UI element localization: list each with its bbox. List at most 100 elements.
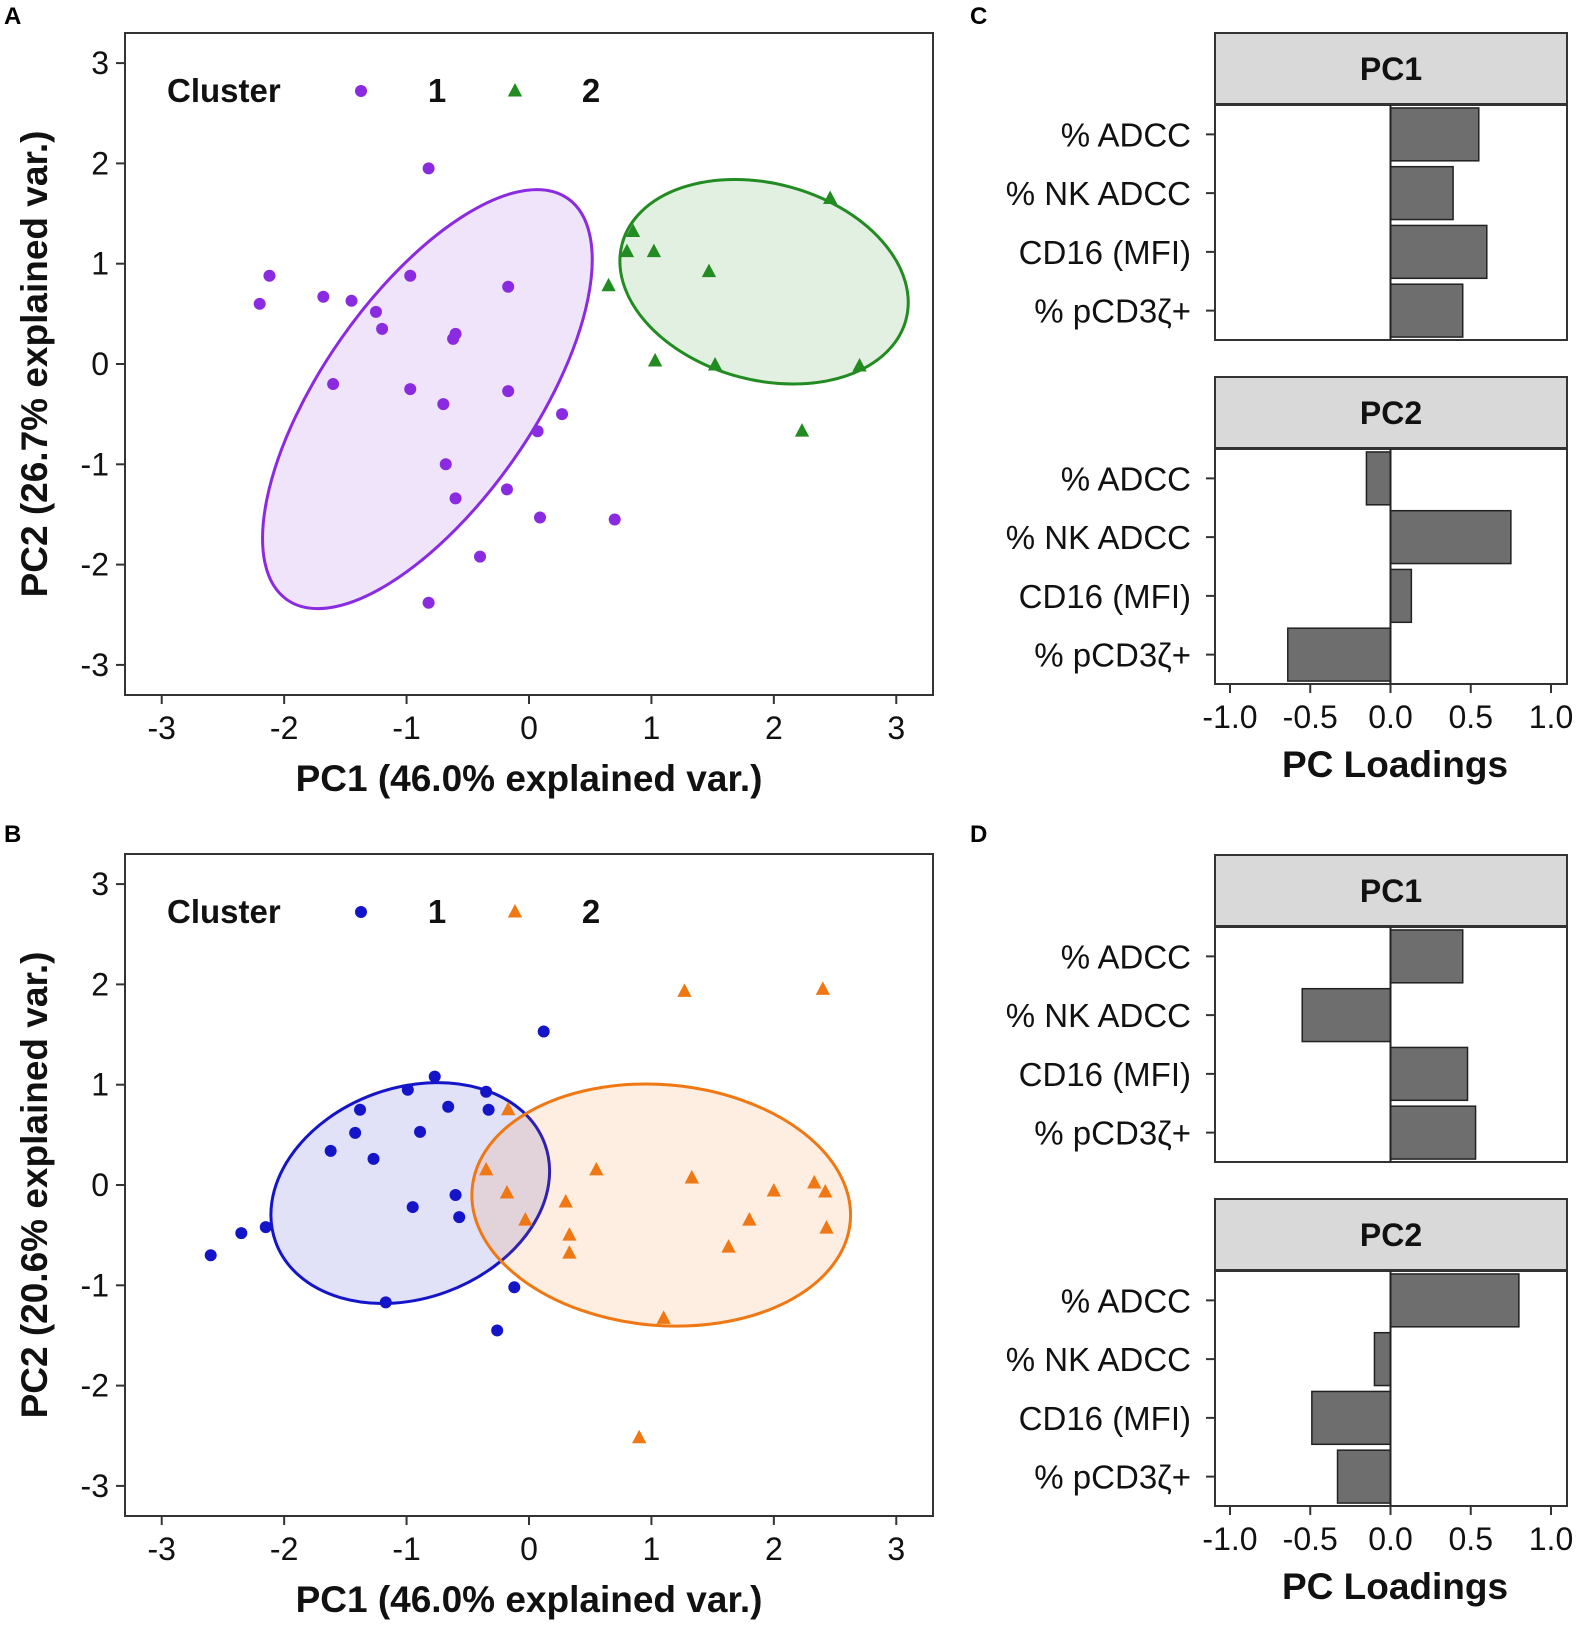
cluster-2-point [499, 1184, 515, 1199]
variable-label: % ADCC [1061, 1282, 1191, 1319]
cluster-2-point [589, 1161, 604, 1176]
cluster-1-point [379, 1296, 392, 1309]
cluster-1-point [534, 511, 547, 524]
cluster-2-point [707, 356, 723, 371]
x-tick-label: -3 [148, 710, 176, 746]
cluster-1-point [500, 483, 513, 496]
x-tick-label: 1.0 [1529, 699, 1573, 735]
panel-letter-d: D [970, 821, 987, 848]
cluster-1-point [422, 162, 435, 175]
x-tick-label: -1.0 [1202, 1521, 1257, 1557]
cluster-2-point [823, 190, 838, 204]
facet-strip [1214, 376, 1568, 450]
legend-cluster-1-label: 1 [428, 72, 446, 109]
panel-letter-a: A [4, 3, 21, 30]
variable-label: CD16 (MFI) [1019, 1056, 1191, 1093]
cluster-2-point [815, 981, 830, 995]
cluster-2-point [562, 1245, 577, 1259]
y-tick-label: 1 [91, 246, 109, 282]
x-tick-label: 0 [520, 1531, 538, 1567]
legend-cluster-2-label: 2 [582, 893, 600, 930]
variable-label: % NK ADCC [1006, 1341, 1191, 1378]
x-tick-label: 1.0 [1529, 1521, 1573, 1557]
cluster-1-point [439, 458, 452, 471]
cluster-2-ellipse [470, 1082, 853, 1328]
cluster-1-point [480, 1085, 493, 1098]
x-tick-label: 0 [520, 710, 538, 746]
x-tick-label: 3 [887, 1531, 905, 1567]
y-axis-title: PC2 (26.7% explained var.) [14, 131, 55, 598]
y-tick-label: -2 [81, 1368, 109, 1404]
facet-divider [1215, 1269, 1567, 1272]
variable-label: % ADCC [1061, 938, 1191, 975]
facet-strip-label: PC2 [1360, 1217, 1422, 1253]
cluster-1-point [437, 398, 450, 411]
cluster-1-point [367, 1152, 380, 1165]
cluster-2-point [656, 1310, 671, 1324]
cluster-1-point [556, 408, 569, 421]
y-tick-label: 3 [91, 866, 109, 902]
cluster-1-point [414, 1125, 427, 1138]
facet-divider [1215, 103, 1567, 106]
x-tick-label: 1 [643, 710, 661, 746]
cluster-2-point [742, 1212, 757, 1226]
x-tick-label: 2 [765, 1531, 783, 1567]
variable-label: % pCD3ζ+ [1034, 293, 1191, 330]
cluster-1-point [369, 305, 382, 318]
variable-label: CD16 (MFI) [1019, 578, 1191, 615]
y-tick-label: 2 [91, 145, 109, 181]
y-tick-label: -1 [81, 1267, 109, 1303]
cluster-2-point [518, 1212, 533, 1226]
panel-letter-b: B [4, 821, 21, 848]
cluster-1-point [502, 385, 515, 398]
x-tick-label: -3 [148, 1531, 176, 1567]
y-tick-label: 0 [91, 1167, 109, 1203]
x-tick-label: 0.0 [1368, 699, 1412, 735]
loading-bar [1389, 283, 1464, 338]
cluster-2-point [479, 1161, 494, 1176]
cluster-1-point [531, 425, 544, 438]
cluster-1-point [354, 1103, 367, 1116]
loading-bar [1389, 929, 1464, 984]
x-tick-label: 2 [765, 710, 783, 746]
cluster-1-point [449, 1189, 462, 1202]
panel-letter-c: C [970, 3, 987, 30]
cluster-1-point [608, 513, 621, 526]
x-tick-label: 0.0 [1368, 1521, 1412, 1557]
y-tick-label: -2 [81, 547, 109, 583]
loading-bar [1373, 1331, 1392, 1387]
loadings-chart-c: PC1 % ADCC % NK ADCC CD16 (MFI) % pCD3ζ+ PC2%… [1006, 32, 1573, 785]
cluster-1-point [327, 378, 340, 391]
cluster-2-point [501, 1101, 516, 1116]
loading-bar [1389, 224, 1488, 280]
facet-strip [1214, 854, 1568, 928]
variable-label: % ADCC [1061, 116, 1191, 153]
cluster-1-point [204, 1249, 217, 1262]
cluster-2-point [684, 1169, 699, 1184]
x-tick-label: -0.5 [1283, 699, 1338, 735]
variable-label: % pCD3ζ+ [1034, 1115, 1191, 1152]
cluster-1-point [404, 383, 417, 396]
x-tick-label: 0.5 [1449, 699, 1493, 735]
cluster-1-point [404, 269, 417, 282]
cluster-2-point [794, 423, 810, 437]
x-tick-label: -1 [392, 710, 420, 746]
facet-strip [1214, 32, 1568, 106]
cluster-1-point [502, 280, 515, 293]
cluster-2-point [558, 1193, 573, 1208]
x-axis-title: PC Loadings [1282, 744, 1508, 785]
x-axis-title: PC Loadings [1282, 1566, 1508, 1607]
x-axis-title: PC1 (46.0% explained var.) [296, 1579, 763, 1620]
loading-bar [1389, 1046, 1469, 1102]
cluster-1-point [482, 1103, 495, 1116]
cluster-2-ellipse [618, 177, 910, 386]
loading-bar [1336, 1449, 1392, 1504]
y-tick-label: 3 [91, 45, 109, 81]
cluster-2-point [818, 1183, 833, 1198]
facet-strip-label: PC1 [1360, 873, 1422, 909]
cluster-1-point [324, 1144, 337, 1157]
cluster-2-point [807, 1174, 822, 1189]
cluster-2-point [721, 1239, 736, 1253]
loading-bar [1301, 987, 1392, 1043]
cluster-1-point [449, 492, 462, 505]
